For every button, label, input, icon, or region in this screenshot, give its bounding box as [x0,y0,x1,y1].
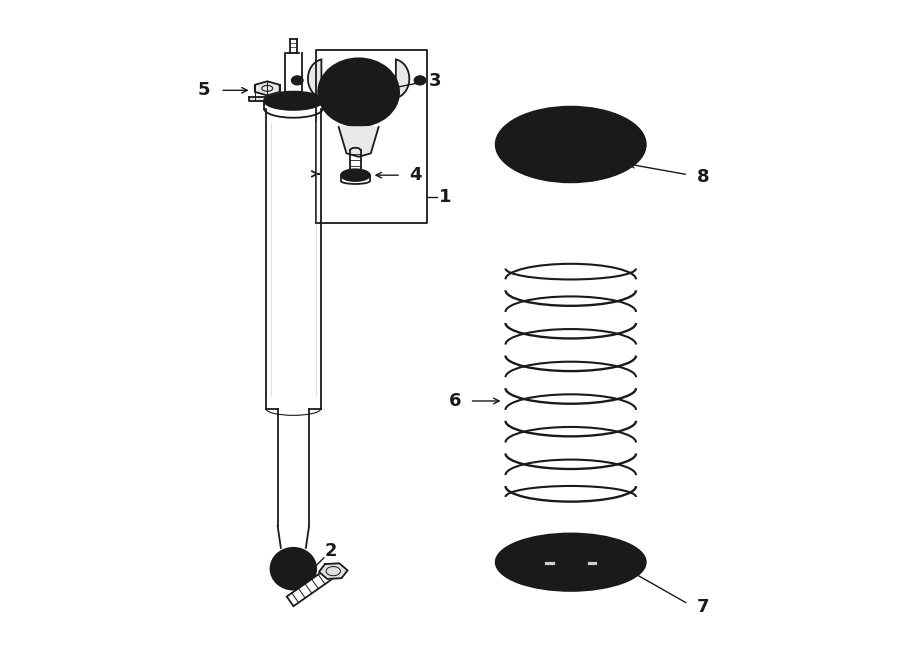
Ellipse shape [292,76,303,85]
Ellipse shape [264,92,323,110]
Circle shape [355,89,363,97]
Ellipse shape [496,106,646,182]
Circle shape [303,99,307,102]
Circle shape [295,96,299,99]
Circle shape [283,97,285,100]
Polygon shape [308,59,321,98]
Polygon shape [338,126,379,157]
Text: 6: 6 [448,392,461,410]
Polygon shape [319,563,347,579]
Ellipse shape [334,71,383,113]
Polygon shape [587,561,597,565]
Polygon shape [396,59,410,98]
Text: 4: 4 [410,166,422,184]
Polygon shape [278,408,309,526]
Ellipse shape [341,169,370,181]
Ellipse shape [517,543,625,582]
Text: 2: 2 [324,542,337,560]
Ellipse shape [319,58,399,126]
Circle shape [283,101,285,104]
Text: 7: 7 [697,598,709,616]
Ellipse shape [496,533,646,591]
Polygon shape [249,98,285,100]
Polygon shape [255,81,280,95]
Ellipse shape [281,557,306,580]
Polygon shape [287,568,334,606]
Text: 5: 5 [198,81,211,99]
Circle shape [295,102,299,106]
Polygon shape [266,108,320,408]
Ellipse shape [414,76,426,85]
Ellipse shape [271,548,316,590]
Ellipse shape [522,116,619,165]
Ellipse shape [544,553,597,571]
Ellipse shape [553,132,590,150]
Text: 8: 8 [697,168,709,186]
Text: 1: 1 [439,188,452,206]
Ellipse shape [501,111,641,178]
Text: 3: 3 [429,71,442,89]
Ellipse shape [498,108,644,180]
Ellipse shape [500,537,642,588]
Polygon shape [544,561,555,565]
